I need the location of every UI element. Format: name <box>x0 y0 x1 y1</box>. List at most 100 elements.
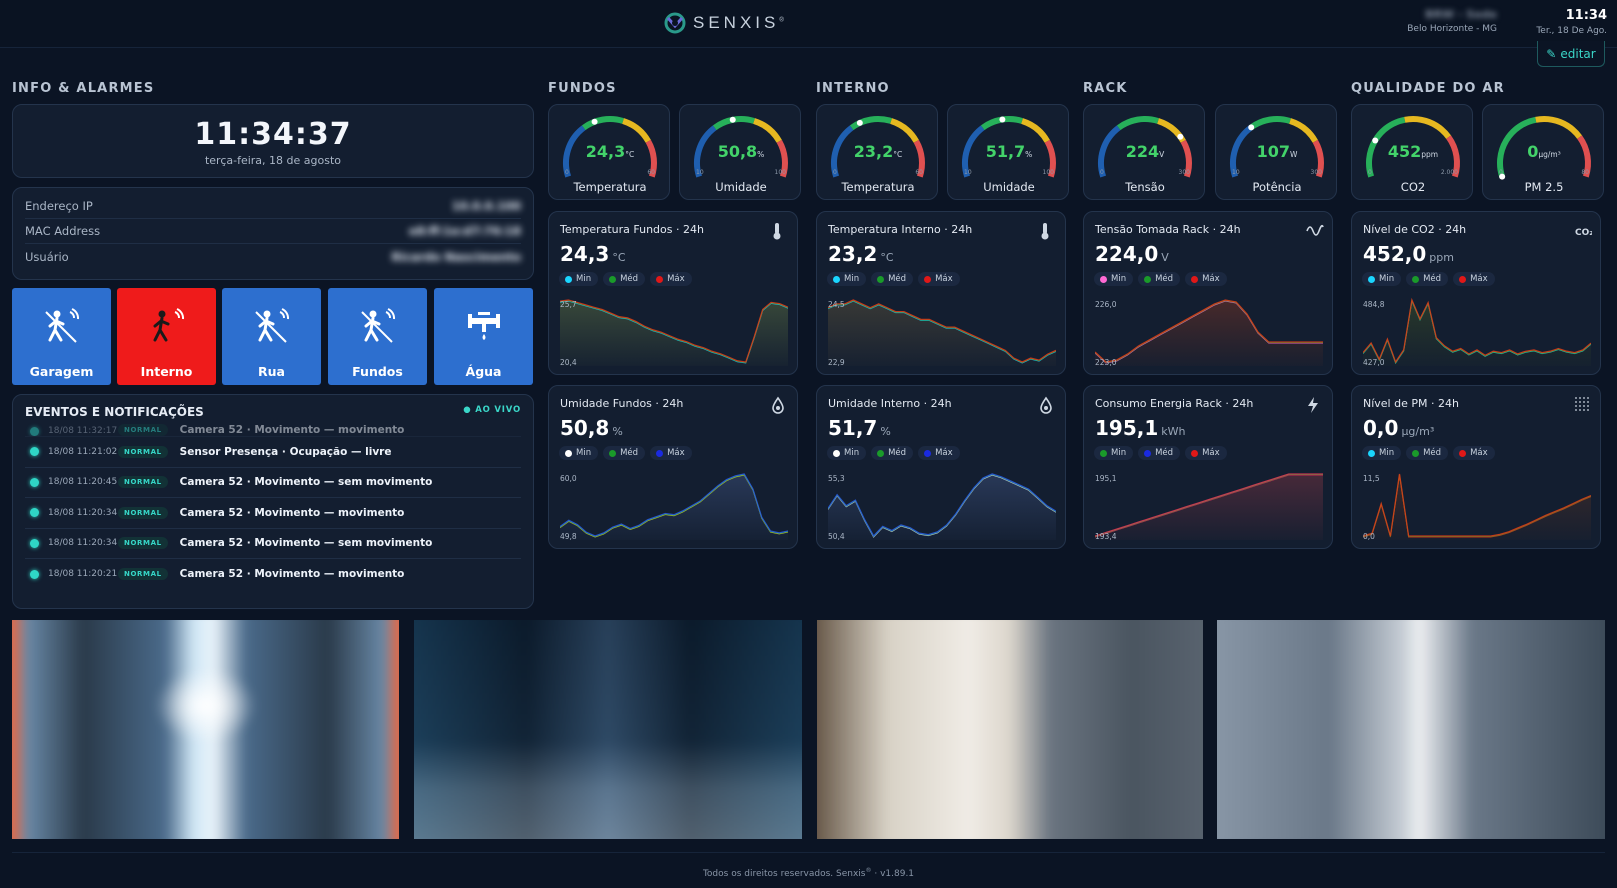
event-item[interactable]: 18/08 11:20:45 NORMAL Camera 52 · Moviment… <box>25 468 521 498</box>
event-item[interactable]: 18/08 11:20:21 NORMAL Camera 52 · Moviment… <box>25 559 521 590</box>
legend-máx[interactable]: Máx <box>918 272 960 286</box>
legend-min[interactable]: Min <box>827 272 867 286</box>
status-dot <box>30 538 39 548</box>
camera-feed-4[interactable] <box>1217 620 1605 839</box>
y-max-label: 226,0 <box>1095 300 1117 309</box>
sensor-tile-interno[interactable]: Interno <box>117 288 216 385</box>
legend-méd[interactable]: Méd <box>1138 446 1181 460</box>
event-item[interactable]: 18/08 11:20:34 NORMAL Camera 52 · Moviment… <box>25 529 521 559</box>
y-max-label: 11,5 <box>1363 474 1380 483</box>
event-item[interactable]: 18/08 11:21:02 NORMAL Sensor Presença · Oc… <box>25 437 521 468</box>
legend-méd[interactable]: Méd <box>1406 272 1449 286</box>
legend-méd[interactable]: Méd <box>603 272 646 286</box>
sensor-tile-agua[interactable]: Água <box>434 288 533 385</box>
trend-card-1[interactable]: Temperatura Interno · 24h 23,2 °C Min Méd Máx… <box>816 211 1066 375</box>
series-area <box>1095 300 1323 366</box>
gauge-arc <box>831 116 925 178</box>
edit-button[interactable]: ✎ editar <box>1537 41 1605 67</box>
svg-text:CO₂: CO₂ <box>1575 228 1592 238</box>
status-badge: NORMAL <box>118 445 168 458</box>
event-timestamp: 18/08 11:20:34 <box>48 507 118 518</box>
brand-logo[interactable]: SENXIS® <box>664 10 784 36</box>
legend-máx[interactable]: Máx <box>1453 446 1495 460</box>
gauge-6[interactable]: 452ppm 0 2.000 CO2 <box>1351 104 1473 200</box>
legend-máx[interactable]: Máx <box>1185 272 1227 286</box>
y-max-label: 195,1 <box>1095 474 1117 483</box>
trend-card-0[interactable]: Temperatura Fundos · 24h 24,3 °C Min Méd Máx … <box>548 211 798 375</box>
legend-min[interactable]: Min <box>1094 272 1134 286</box>
gauge-max: 60 <box>647 169 655 176</box>
legend-min[interactable]: Min <box>1362 446 1402 460</box>
legend-méd[interactable]: Méd <box>603 446 646 460</box>
legend-méd[interactable]: Méd <box>871 272 914 286</box>
event-item[interactable]: 18/08 11:20:34 NORMAL Camera 52 · Moviment… <box>25 498 521 529</box>
camera-feed-3[interactable] <box>817 620 1203 839</box>
gauge-4[interactable]: 224V 0 300 Tensão <box>1083 104 1205 200</box>
particles-icon <box>1574 396 1590 414</box>
card-title: Consumo Energia Rack · 24h <box>1095 397 1254 410</box>
legend-máx[interactable]: Máx <box>918 446 960 460</box>
status-badge: NORMAL <box>118 506 168 519</box>
gauge-7[interactable]: 0µg/m³ 0 80 PM 2.5 <box>1482 104 1604 200</box>
header-time: 11:34 <box>1565 8 1607 23</box>
series-area <box>1095 474 1323 540</box>
info-value: Ricardo Nascimento <box>391 249 521 264</box>
trend-card-6[interactable]: Consumo Energia Rack · 24h 195,1 kWh Min Méd… <box>1083 385 1333 549</box>
sensor-tile-garagem[interactable]: Garagem <box>12 288 111 385</box>
info-label: Endereço IP <box>25 199 93 213</box>
gauge-max: 60 <box>915 169 923 176</box>
status-badge: NORMAL <box>118 537 168 550</box>
legend-min[interactable]: Min <box>1094 446 1134 460</box>
info-row-mac: MAC Address e8:ff:1e:d7:76:18 <box>25 219 521 244</box>
legend-méd[interactable]: Méd <box>871 446 914 460</box>
brand-name: SENXIS® <box>693 13 784 32</box>
legend-min[interactable]: Min <box>827 446 867 460</box>
sensor-label: Garagem <box>29 364 94 379</box>
gauge-5[interactable]: 107W 10 300 Potência <box>1215 104 1337 200</box>
trend-card-2[interactable]: Tensão Tomada Rack · 24h 224,0 V Min Méd Máx … <box>1083 211 1333 375</box>
gauge-value: 24,3°C <box>585 142 635 161</box>
events-list[interactable]: 18/08 11:32:17 NORMAL Camera 52 · Moviment… <box>25 423 521 590</box>
sensor-tile-fundos[interactable]: Fundos <box>328 288 427 385</box>
gauge-arc <box>962 116 1056 178</box>
legend-máx[interactable]: Máx <box>1185 446 1227 460</box>
gauge-1[interactable]: 50,8% 10 100 Umidade <box>679 104 801 200</box>
trend-chart <box>1095 299 1323 366</box>
gauge-value: 224V <box>1125 142 1165 161</box>
legend-méd[interactable]: Méd <box>1406 446 1449 460</box>
legend-méd[interactable]: Méd <box>1138 272 1181 286</box>
event-item[interactable]: 18/08 11:32:17 NORMAL Camera 52 · Moviment… <box>25 423 521 437</box>
card-title: Tensão Tomada Rack · 24h <box>1095 223 1241 236</box>
co2-icon: CO₂ <box>1574 222 1593 240</box>
y-max-label: 484,8 <box>1363 300 1385 309</box>
card-value: 195,1 kWh <box>1095 416 1186 440</box>
card-legend: Min Méd Máx <box>1094 272 1227 286</box>
site-info[interactable]: BRW - Sede Belo Horizonte - MG <box>1347 8 1497 34</box>
legend-min[interactable]: Min <box>1362 272 1402 286</box>
gauge-3[interactable]: 51,7% 10 100 Umidade <box>947 104 1069 200</box>
trend-card-7[interactable]: Nível de PM · 24h 0,0 µg/m³ Min Méd Máx 11,5 0… <box>1351 385 1601 549</box>
legend-min[interactable]: Min <box>559 446 599 460</box>
gauge-label: Temperatura <box>841 180 915 194</box>
camera-feed-2[interactable] <box>414 620 802 839</box>
status-badge: NORMAL <box>118 476 168 489</box>
legend-máx[interactable]: Máx <box>650 446 692 460</box>
legend-min[interactable]: Min <box>559 272 599 286</box>
sensor-tile-rua[interactable]: Rua <box>222 288 321 385</box>
card-value: 0,0 µg/m³ <box>1363 416 1435 440</box>
legend-máx[interactable]: Máx <box>1453 272 1495 286</box>
legend-máx[interactable]: Máx <box>650 272 692 286</box>
event-message: Camera 52 · Movimento — movimento <box>179 506 405 519</box>
gauge-0[interactable]: 24,3°C 0 60 Temperatura <box>548 104 670 200</box>
gauge-2[interactable]: 23,2°C 0 60 Temperatura <box>816 104 938 200</box>
trend-card-5[interactable]: Umidade Interno · 24h 51,7% Min Méd Máx 55,3… <box>816 385 1066 549</box>
trend-chart <box>560 473 788 540</box>
camera-feed-1[interactable] <box>12 620 399 839</box>
card-title: Nível de PM · 24h <box>1363 397 1459 410</box>
y-min-label: 50,4 <box>828 532 845 541</box>
gauge-max: 100 <box>1042 169 1054 176</box>
trend-card-3[interactable]: Nível de CO2 · 24h CO₂ 452,0 ppm Min Méd Máx 4… <box>1351 211 1601 375</box>
trend-card-4[interactable]: Umidade Fundos · 24h 50,8% Min Méd Máx 60,0 4… <box>548 385 798 549</box>
section-title-air: QUALIDADE DO AR <box>1351 81 1505 96</box>
status-dot <box>30 447 39 457</box>
